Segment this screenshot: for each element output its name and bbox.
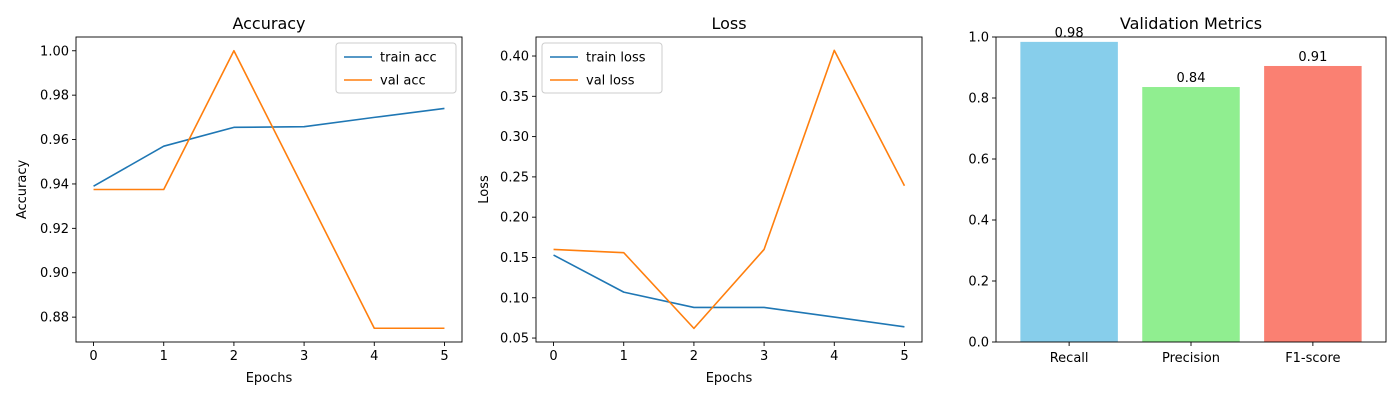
legend-label: val acc xyxy=(380,74,426,89)
bar-value-label: 0.98 xyxy=(1055,26,1084,41)
x-tick-label: 3 xyxy=(300,349,308,364)
x-tick-label: Recall xyxy=(1050,351,1089,366)
axes-frame xyxy=(535,36,923,343)
loss-chart: 0 1 2 3 4 5 0.05 0.10 0.15 0.20 0.25 0.30 0.35 0.40 Lo… xyxy=(477,14,923,386)
x-tick-label: Precision xyxy=(1162,351,1220,366)
x-tick-label: 4 xyxy=(830,349,838,364)
chart-title: Validation Metrics xyxy=(1120,14,1262,33)
x-tick-label: 5 xyxy=(440,349,448,364)
bar-value-label: 0.84 xyxy=(1177,71,1206,86)
y-tick-label: 0.98 xyxy=(40,89,69,104)
y-tick-label: 0.05 xyxy=(500,332,529,347)
y-tick-label: 1.0 xyxy=(968,31,989,46)
y-tick-label: 0.6 xyxy=(968,153,989,168)
x-axis-label: Epochs xyxy=(706,371,753,386)
x-tick-label: F1-score xyxy=(1285,351,1340,366)
series-line-val-acc xyxy=(93,49,445,330)
bar-recall xyxy=(1020,41,1118,342)
x-tick-label: 0 xyxy=(89,349,97,364)
y-tick-label: 0.88 xyxy=(40,311,69,326)
y-tick-label: 0.30 xyxy=(500,130,529,145)
chart-title: Loss xyxy=(711,14,746,33)
accuracy-chart: 0 1 2 3 4 5 0.88 0.90 0.92 0.94 0.96 0.98 1.00 Accura… xyxy=(15,14,463,386)
bar-value-label: 0.91 xyxy=(1298,50,1327,65)
legend-label: train acc xyxy=(380,51,437,66)
y-tick-label: 0.35 xyxy=(500,90,529,105)
legend: train loss val loss xyxy=(541,42,663,94)
y-tick-label: 0.8 xyxy=(968,92,989,107)
series-line-val-loss xyxy=(553,49,906,330)
x-tick-label: 3 xyxy=(760,349,768,364)
y-tick-label: 0.94 xyxy=(40,177,69,192)
x-tick-label: 2 xyxy=(230,349,238,364)
legend: train acc val acc xyxy=(335,42,457,94)
series-line-train-acc xyxy=(93,107,445,187)
y-tick-label: 0.90 xyxy=(40,266,69,281)
y-axis-label: Loss xyxy=(477,175,492,204)
validation-metrics-chart: 0.98 0.84 0.91 Recall Precision F1-score 0.0 0.… xyxy=(968,14,1387,366)
y-tick-label: 0.15 xyxy=(500,251,529,266)
bar-f1-score xyxy=(1264,65,1362,342)
y-tick-label: 0.96 xyxy=(40,133,69,148)
chart-title: Accuracy xyxy=(232,14,305,33)
x-tick-label: 4 xyxy=(370,349,378,364)
y-tick-label: 0.0 xyxy=(968,336,989,351)
x-axis-label: Epochs xyxy=(246,371,293,386)
y-tick-label: 0.10 xyxy=(500,291,529,306)
x-tick-label: 1 xyxy=(620,349,628,364)
x-tick-label: 1 xyxy=(160,349,168,364)
axes-frame xyxy=(75,36,463,343)
y-tick-label: 1.00 xyxy=(40,44,69,59)
x-tick-label: 5 xyxy=(900,349,908,364)
legend-label: val loss xyxy=(586,74,635,89)
x-tick-label: 2 xyxy=(690,349,698,364)
y-tick-label: 0.4 xyxy=(968,214,989,229)
y-tick-label: 0.20 xyxy=(500,211,529,226)
y-tick-label: 0.25 xyxy=(500,170,529,185)
series-line-train-loss xyxy=(553,254,905,328)
x-tick-label: 0 xyxy=(549,349,557,364)
legend-label: train loss xyxy=(586,51,646,66)
y-tick-label: 0.92 xyxy=(40,222,69,237)
y-axis-label: Accuracy xyxy=(15,160,30,220)
bar-precision xyxy=(1142,87,1240,343)
y-tick-label: 0.40 xyxy=(500,50,529,65)
y-tick-label: 0.2 xyxy=(968,275,989,290)
